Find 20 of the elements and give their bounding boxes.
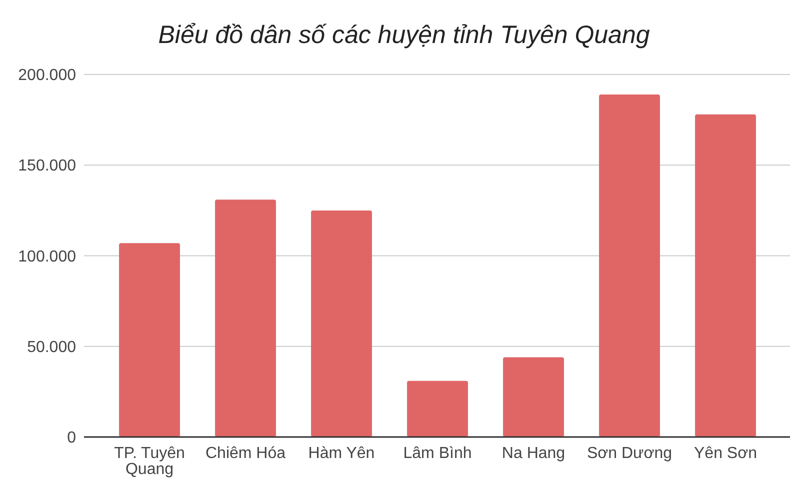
y-tick-label: 200.000 [18, 67, 76, 84]
x-tick-label: Chiêm Hóa [205, 445, 286, 462]
y-tick-label: 0 [67, 430, 76, 447]
chart-title: Biểu đồ dân số các huyện tỉnh Tuyên Quang [158, 21, 650, 49]
x-tick-label: Na Hang [502, 445, 566, 462]
x-tick-label: TP. Tuyên Quang [114, 445, 185, 478]
bar [503, 357, 564, 437]
y-tick-label: 50.000 [27, 338, 76, 356]
x-tick-label: Lâm Bình [403, 445, 472, 462]
bar [311, 210, 372, 437]
bar [695, 114, 756, 437]
bar [599, 94, 660, 437]
y-tick-label: 100.000 [18, 248, 76, 266]
bar [215, 200, 276, 437]
x-tick-label: Sơn Dương [586, 445, 672, 462]
x-tick-label: Yên Sơn [694, 445, 757, 462]
x-tick-label: Hàm Yên [308, 445, 375, 462]
bar [407, 380, 468, 437]
bar [119, 243, 180, 437]
y-tick-label: 150.000 [18, 158, 76, 175]
